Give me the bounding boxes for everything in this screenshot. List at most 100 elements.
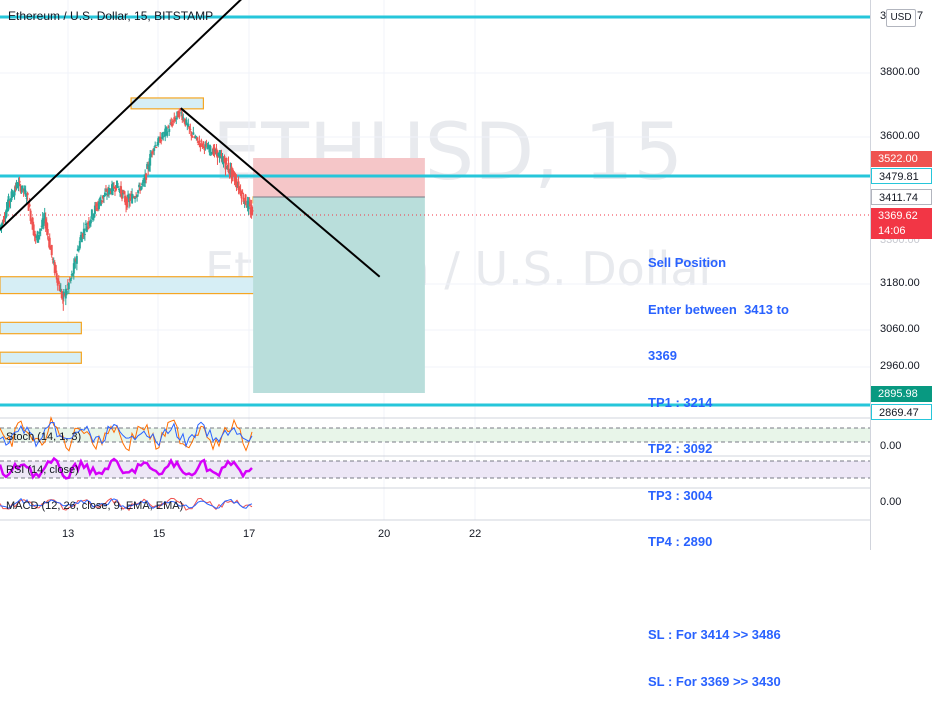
candle-body [69, 278, 72, 281]
candle-body [194, 137, 197, 139]
candle-body [97, 202, 100, 209]
candle-body [75, 256, 78, 264]
candle-body [138, 184, 141, 188]
price-label: 3060.00 [880, 323, 920, 335]
candle-body [195, 136, 198, 138]
price-label: 3800.00 [880, 66, 920, 78]
candles [0, 107, 254, 311]
candle-body [123, 191, 126, 194]
candle-body [30, 220, 33, 223]
candle-body [220, 154, 223, 156]
candle-body [192, 132, 195, 135]
price-label: 2960.00 [880, 360, 920, 372]
candle-body [71, 273, 74, 276]
candle-body [251, 210, 254, 212]
candle-body [161, 132, 164, 139]
rsi-label[interactable]: RSI (14, close) [6, 464, 79, 476]
candle-body [0, 223, 3, 228]
candle-body [187, 123, 190, 127]
candle-body [249, 207, 252, 215]
candle-body [142, 180, 145, 183]
candle-body [29, 210, 32, 221]
macd-label[interactable]: MACD (12, 26, close, 9, EMA, EMA) [6, 500, 184, 512]
candle-body [223, 156, 226, 163]
stoch-axis-value: 0.00 [880, 440, 902, 452]
stop-price-tag: 3522.00 [871, 151, 932, 167]
note-line: Enter between 3413 to [648, 301, 789, 317]
candle-body [145, 173, 148, 180]
note-line [648, 581, 789, 597]
candle-body [125, 201, 128, 206]
candle-body [146, 164, 149, 169]
candle-body [70, 274, 73, 276]
candle-body [235, 178, 238, 187]
candle-body [24, 190, 27, 196]
candle-body [51, 258, 54, 260]
candle-body [59, 289, 62, 293]
candle-body [158, 137, 161, 141]
currency-button[interactable]: USD [886, 9, 916, 27]
candle-body [56, 278, 59, 286]
candle-body [103, 192, 106, 197]
candle-body [186, 124, 189, 126]
note-line: 3369 [648, 348, 677, 363]
candle-body [240, 191, 243, 199]
candle-body [94, 204, 97, 206]
candle-body [83, 234, 86, 236]
candle-body [115, 185, 118, 191]
candle-body [95, 208, 98, 210]
candle-body [227, 162, 230, 173]
macd-signal-line [0, 497, 253, 512]
candle-body [137, 190, 140, 194]
candle-body [74, 259, 77, 261]
price-plot[interactable] [0, 0, 932, 550]
candle-body [102, 195, 105, 198]
candle-body [229, 168, 232, 174]
candle-body [153, 148, 156, 151]
candle-body [237, 181, 240, 191]
candle-body [22, 188, 25, 192]
trendlines [0, 0, 381, 278]
candle-body [172, 120, 175, 122]
candle-body [100, 200, 103, 202]
stoch-label[interactable]: Stoch (14, 1, 3) [6, 431, 82, 443]
candle-body [85, 226, 88, 232]
price-label: 3180.00 [880, 277, 920, 289]
candle-body [87, 221, 90, 225]
candle-body [234, 177, 237, 184]
candle-body [218, 153, 221, 158]
price-axis[interactable] [870, 0, 932, 550]
note-line: TP1 : 3214 [648, 394, 713, 410]
candle-body [170, 122, 173, 125]
stoch-d-line [0, 421, 253, 448]
candle-body [110, 184, 113, 194]
candle-body [47, 239, 50, 241]
candle-body [133, 197, 136, 199]
candle-body [19, 185, 22, 192]
candle-body [206, 147, 209, 150]
candle-body [108, 188, 111, 193]
candle-body [154, 145, 157, 147]
candle-body [148, 164, 151, 171]
candle-body [27, 203, 30, 211]
candle-body [64, 289, 67, 299]
candle-body [184, 118, 187, 126]
candle-body [72, 263, 75, 274]
candle-body [60, 291, 63, 299]
candle-body [167, 126, 170, 128]
candle-body [157, 138, 160, 146]
last-price-tag: 3369.62 [871, 208, 932, 224]
candle-body [93, 205, 96, 214]
candle-body [112, 183, 114, 192]
candle-body [40, 225, 43, 227]
candle-body [171, 123, 174, 126]
supply-demand-zone [0, 321, 82, 335]
candle-body [238, 188, 241, 190]
chart-stage[interactable]: ETHUSD, 15 Ethereum / U.S. Dollar Ethere… [0, 0, 932, 689]
candle-body [12, 193, 15, 197]
candle-body [117, 186, 120, 188]
candle-body [121, 190, 124, 199]
candle-body [116, 180, 119, 188]
candle-body [164, 128, 167, 137]
short-position [253, 158, 425, 393]
